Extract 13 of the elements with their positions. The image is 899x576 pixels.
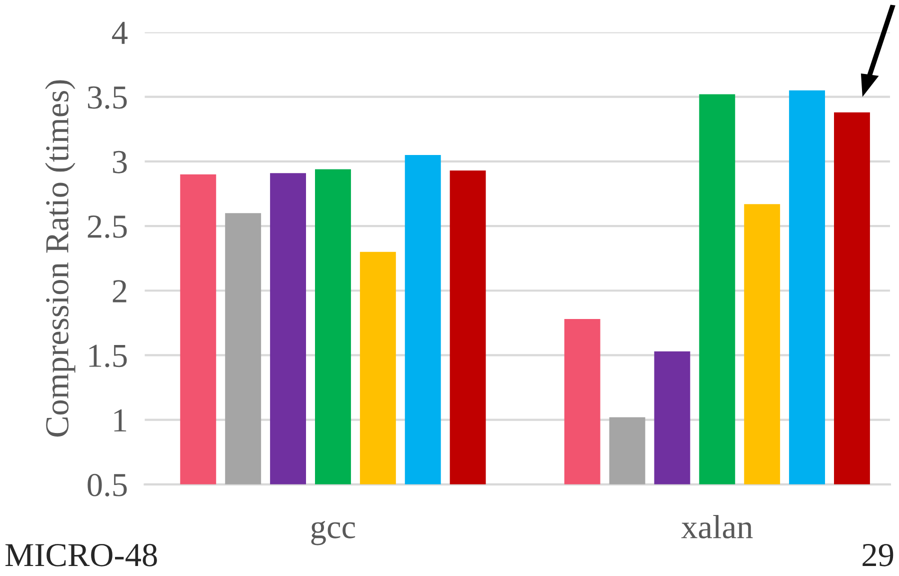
y-tick-label: 2.5 xyxy=(88,216,127,238)
y-tick-label: 0.5 xyxy=(88,474,127,496)
y-tick-label: 2 xyxy=(112,280,126,302)
y-tick-label: 3 xyxy=(113,150,127,174)
text: 29 xyxy=(862,544,894,566)
y-tick-label: 4 xyxy=(112,22,128,44)
y-tick-label: 3.5 xyxy=(88,86,127,109)
y-tick-label: 1.5 xyxy=(89,344,127,368)
x-tick-label: xalan xyxy=(681,514,753,538)
x-tick-label: gcc xyxy=(311,520,356,546)
y-tick-label: 1 xyxy=(114,409,126,432)
y-axis-title: Compression Ratio (times) xyxy=(45,80,76,437)
text: MICRO-48 xyxy=(5,544,157,566)
